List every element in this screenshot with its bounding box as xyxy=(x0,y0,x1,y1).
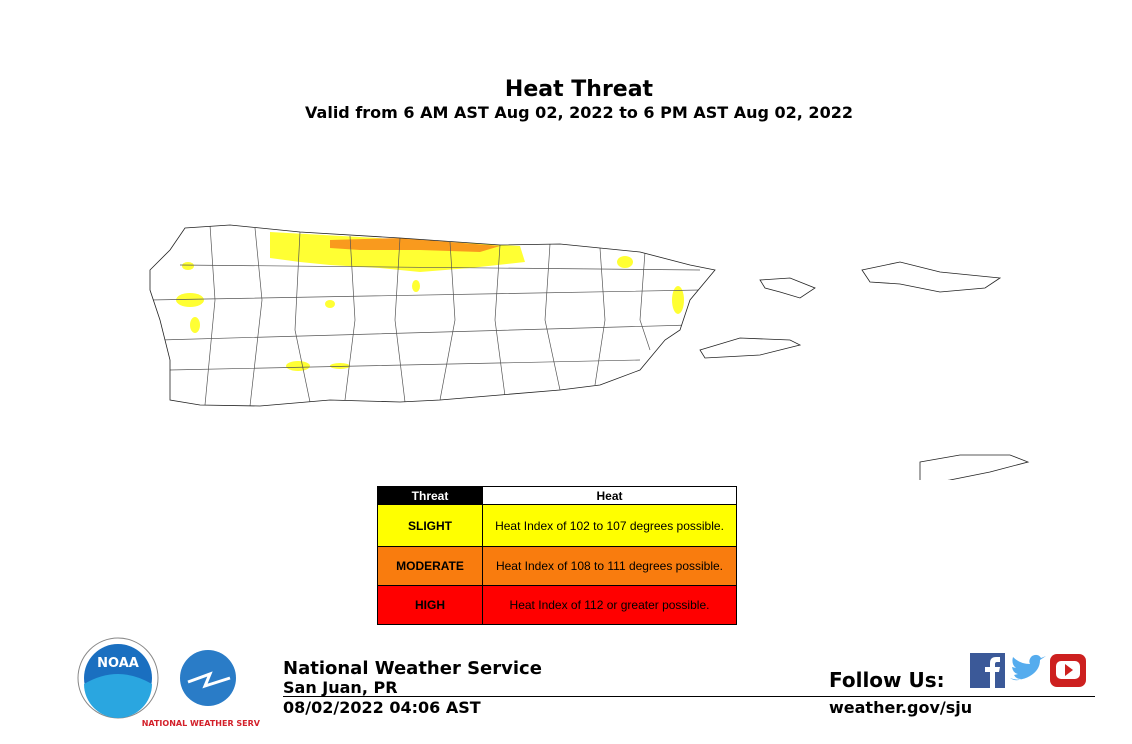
threat-level: MODERATE xyxy=(377,546,483,586)
slight-area xyxy=(617,256,633,268)
slight-area xyxy=(190,317,200,333)
vieques xyxy=(699,337,802,359)
slight-area xyxy=(176,293,204,307)
legend-header: Threat Heat xyxy=(377,486,737,505)
divider xyxy=(283,696,1095,697)
moderate-area xyxy=(330,238,500,252)
noaa-text: NOAA xyxy=(97,656,139,671)
legend-row: HIGH Heat Index of 112 or greater possibl… xyxy=(377,585,737,625)
column-header: Threat xyxy=(377,486,483,505)
threat-description: Heat Index of 102 to 107 degrees possibl… xyxy=(482,504,737,547)
title: Heat Threat xyxy=(504,77,654,102)
agency: National Weather Service xyxy=(283,658,542,679)
slight-area xyxy=(286,361,310,371)
culebra xyxy=(759,277,816,299)
slight-area xyxy=(325,300,335,308)
slight-area xyxy=(412,280,420,292)
website: weather.gov/sju xyxy=(829,698,973,717)
office: San Juan, PR xyxy=(283,678,398,697)
threat-areas xyxy=(150,225,701,406)
nws-text: NATIONAL WEATHER SERVICE xyxy=(142,719,260,728)
twitter-icon xyxy=(1010,654,1046,681)
subtitle: Valid from 6 AM AST Aug 02, 2022 to 6 PM… xyxy=(305,103,853,122)
follow-label: Follow Us: xyxy=(829,668,945,692)
slight-area xyxy=(672,286,684,314)
legend-row: MODERATE Heat Index of 108 to 111 degrees… xyxy=(377,546,737,586)
virgin-islands xyxy=(861,261,1002,293)
legend-table: Threat Heat SLIGHT Heat Index of 102 to 107… xyxy=(377,486,737,625)
column-header: Heat xyxy=(482,486,737,505)
map xyxy=(149,224,1030,480)
st-croix xyxy=(919,454,1030,480)
logos: NOAA NATIONAL WEATHER SERVICE xyxy=(77,636,260,728)
slight-area xyxy=(182,262,194,270)
threat-level: SLIGHT xyxy=(377,504,483,547)
threat-description: Heat Index of 112 or greater possible. xyxy=(482,585,737,625)
legend-row: SLIGHT Heat Index of 102 to 107 degrees p… xyxy=(377,504,737,547)
threat-level: HIGH xyxy=(377,585,483,625)
social-icons xyxy=(970,653,1086,688)
threat-description: Heat Index of 108 to 111 degrees possibl… xyxy=(482,546,737,586)
issued: 08/02/2022 04:06 AST xyxy=(283,698,481,717)
slight-area xyxy=(330,363,350,369)
